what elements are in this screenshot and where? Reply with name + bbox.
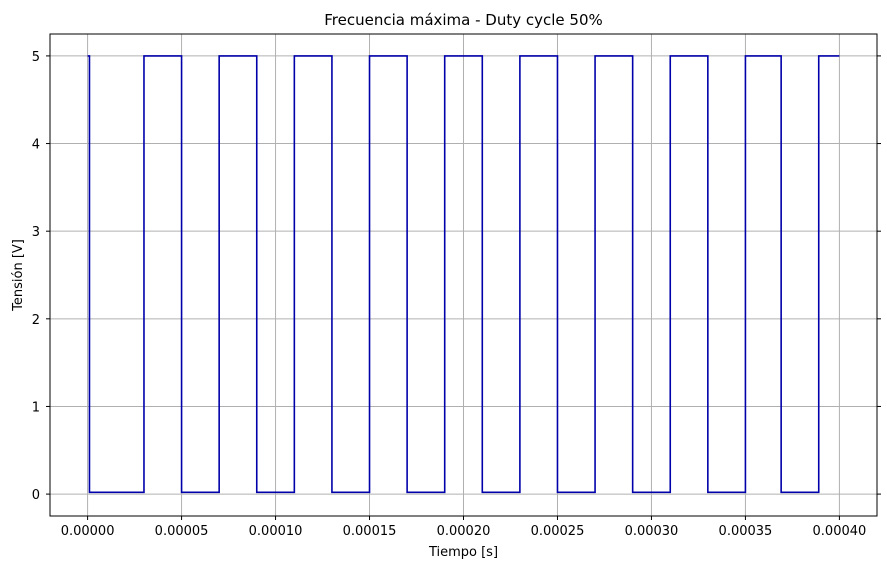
y-tick-label: 1	[32, 400, 40, 415]
x-tick-label: 0.00025	[531, 524, 585, 539]
x-tick-label: 0.00010	[249, 524, 303, 539]
series-line	[87, 55, 840, 494]
x-tick-label: 0.00035	[719, 524, 773, 539]
x-tick-label: 0.00000	[61, 524, 115, 539]
y-axis-label: Tensión [V]	[11, 239, 26, 312]
x-tick-label: 0.00015	[343, 524, 397, 539]
y-tick-label: 4	[32, 138, 40, 153]
x-tick-label: 0.00005	[155, 524, 209, 539]
x-axis-label: Tiempo [s]	[428, 545, 498, 560]
x-tick-label: 0.00030	[625, 524, 679, 539]
y-tick-label: 0	[32, 488, 40, 503]
series-layer	[87, 55, 840, 494]
tick-marks	[46, 55, 881, 520]
chart-title: Frecuencia máxima - Duty cycle 50%	[324, 11, 603, 29]
y-tick-label: 5	[32, 50, 40, 65]
y-tick-labels: 0 1 2 3 4 5	[32, 50, 40, 503]
x-tick-label: 0.00020	[437, 524, 491, 539]
grid-lines	[50, 34, 877, 516]
y-tick-label: 2	[32, 313, 40, 328]
x-tick-label: 0.00040	[813, 524, 867, 539]
y-tick-label: 3	[32, 225, 40, 240]
x-tick-labels: 0.00000 0.00005 0.00010 0.00015 0.00020 0.000…	[61, 524, 867, 539]
